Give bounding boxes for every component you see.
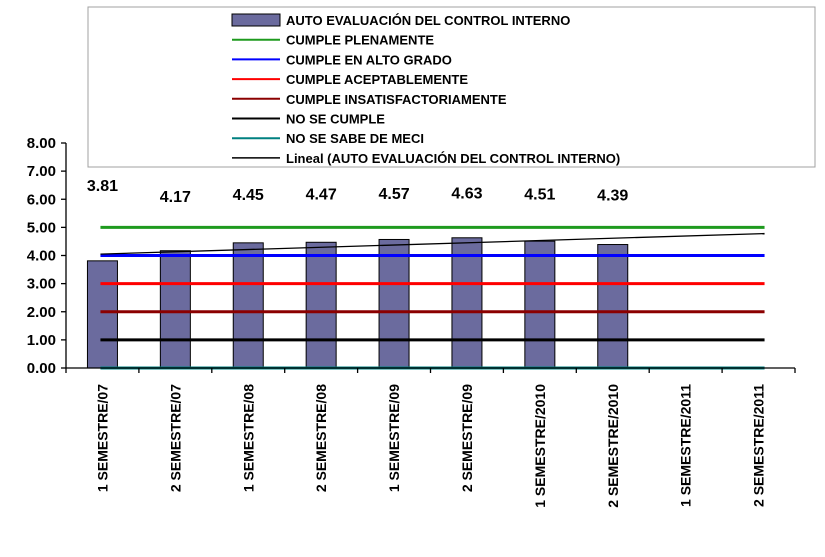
legend-label: NO SE SABE DE MECI [286,131,424,146]
legend-label: CUMPLE INSATISFACTORIAMENTE [286,92,507,107]
y-tick-label: 4.00 [27,248,56,265]
x-tick-label: 1 SEMESTRE/2010 [532,384,548,508]
data-label: 4.17 [160,189,191,206]
data-label: 4.51 [524,186,555,203]
data-label: 4.57 [378,186,409,203]
y-tick-label: 6.00 [27,191,56,208]
bar [86,260,118,369]
bar [159,250,191,369]
y-tick-label: 3.00 [27,276,56,293]
legend-box [87,6,816,168]
bar [524,240,556,369]
x-tick-label: 1 SEMESTRE/09 [386,384,402,492]
x-tick-label: 2 SEMESTRE/09 [459,384,475,492]
legend-label: NO SE CUMPLE [286,112,385,127]
data-label: 4.47 [306,187,337,204]
data-label: 3.81 [87,178,118,195]
bar [378,238,410,369]
legend-label: CUMPLE EN ALTO GRADO [286,52,452,67]
x-tick-label: 1 SEMESTRE/2011 [678,384,694,507]
y-tick-label: 5.00 [27,219,56,236]
x-tick-label: 2 SEMESTRE/07 [167,384,183,492]
bar [597,244,629,369]
x-tick-label: 2 SEMESTRE/2010 [605,384,621,508]
trendline [100,232,765,255]
y-tick-label: 0.00 [27,360,56,377]
data-label: 4.39 [597,187,628,204]
x-tick-label: 2 SEMESTRE/08 [313,384,329,492]
legend: AUTO EVALUACIÓN DEL CONTROL INTERNO CUMPL… [87,6,816,168]
bar [232,242,264,369]
y-tick-label: 8.00 [27,135,56,152]
x-tick-label: 2 SEMESTRE/2011 [751,384,767,507]
legend-label: AUTO EVALUACIÓN DEL CONTROL INTERNO [286,13,570,28]
y-tick-label: 2.00 [27,304,56,321]
y-tick-label: 7.00 [27,163,56,180]
x-tick-label: 1 SEMESTRE/08 [240,384,256,492]
y-tick-label: 1.00 [27,332,56,349]
legend-swatch [231,13,281,27]
legend-label: CUMPLE PLENAMENTE [286,33,434,48]
data-label: 4.45 [233,187,264,204]
data-label: 4.63 [451,185,482,202]
bar [451,237,483,369]
bar [305,241,337,369]
legend-label: CUMPLE ACEPTABLEMENTE [286,72,468,87]
x-tick-label: 1 SEMESTRE/07 [94,384,110,492]
legend-label: Lineal (AUTO EVALUACIÓN DEL CONTROL INTE… [286,151,620,166]
plot-area: 0.00 1.00 2.00 3.00 4.00 5.00 6.00 7.00 8.00 1 SE… [27,135,796,508]
